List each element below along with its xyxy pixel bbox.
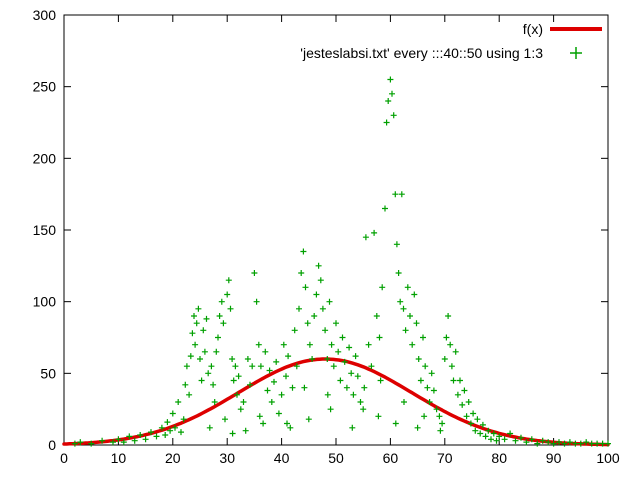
y-tick-label: 50 [40,365,56,381]
x-tick-label: 60 [383,450,399,466]
y-tick-label: 200 [33,150,57,166]
legend: f(x) 'jesteslabsi.txt' every :::40::50 u… [300,21,602,61]
y-tick-label: 0 [48,437,56,453]
y-tick-label: 150 [33,222,57,238]
x-tick-label: 30 [219,450,235,466]
y-tick-label: 250 [33,79,57,95]
x-tick-label: 70 [437,450,453,466]
legend-data-label: 'jesteslabsi.txt' every :::40::50 using … [300,45,543,61]
x-tick-label: 10 [111,450,127,466]
y-tick-label: 300 [33,7,57,23]
scatter-layer [71,76,611,447]
x-tick-label: 20 [165,450,181,466]
fx-curve-layer [62,357,610,447]
plot-border [63,14,609,446]
scatter-points [71,76,611,447]
x-tick-label: 100 [596,450,620,466]
x-tick-label: 50 [328,450,344,466]
axis-ticks: 0 10 20 30 40 50 60 70 80 90 100 0 50 100 150 200 250 300 [33,7,620,466]
legend-fx-label: f(x) [523,21,543,37]
x-tick-label: 40 [274,450,290,466]
y-tick-label: 100 [33,294,57,310]
x-tick-label: 90 [546,450,562,466]
x-tick-label: 0 [60,450,68,466]
legend-points-sample [570,47,582,59]
fx-curve [62,357,610,447]
x-tick-label: 80 [491,450,507,466]
